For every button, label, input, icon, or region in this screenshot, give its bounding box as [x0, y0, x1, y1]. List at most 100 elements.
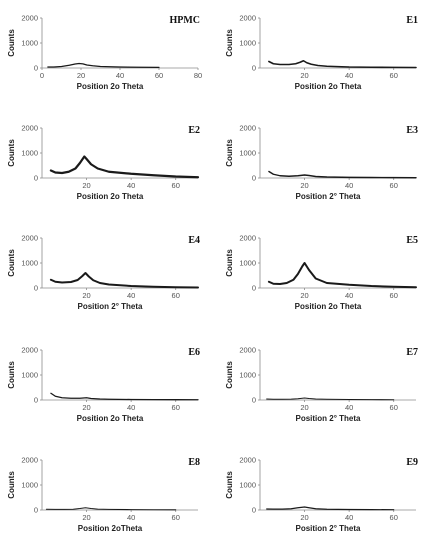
panel-title: E1: [406, 15, 418, 26]
y-tick-label: 2000: [21, 234, 38, 243]
y-tick-label: 0: [252, 174, 256, 183]
y-tick-label: 1000: [21, 39, 38, 48]
chart-panel-hpmc: 0 1000 2000 0 20 40 60 80 Counts Position 2o Thet…: [0, 8, 210, 118]
x-tick-label: 20: [300, 181, 308, 190]
x-axis-title: Position 2° Theta: [78, 302, 144, 311]
chart-panel-e7: 0 1000 2000 20 40 60 Counts Position 2° Theta E7: [218, 340, 428, 450]
y-axis-title: Counts: [225, 471, 234, 499]
x-tick-label: 40: [127, 513, 135, 522]
x-tick-label: 0: [40, 71, 44, 80]
x-tick-label: 60: [172, 513, 180, 522]
x-tick-label: 60: [390, 181, 398, 190]
x-axis-title: Position 2o Theta: [295, 82, 362, 91]
x-tick-label: 20: [82, 291, 90, 300]
x-tick-label: 60: [390, 513, 398, 522]
y-tick-label: 0: [34, 284, 38, 293]
x-tick-label: 60: [390, 71, 398, 80]
diffraction-pattern-line: [50, 392, 199, 401]
chart-svg: 0 1000 2000 20 40 60 Counts Position 2° Theta E3: [225, 124, 418, 201]
x-axis-title: Position 2o Theta: [295, 302, 362, 311]
y-tick-label: 2000: [239, 14, 256, 23]
panel-title: E2: [188, 125, 200, 136]
diffraction-pattern-line: [45, 507, 177, 511]
panel-title: E6: [188, 347, 200, 358]
y-tick-label: 0: [252, 396, 256, 405]
y-tick-label: 1000: [239, 259, 256, 268]
y-tick-label: 1000: [21, 149, 38, 158]
panel-title: E9: [406, 457, 418, 468]
x-axis-title: Position 2° Theta: [296, 524, 362, 533]
chart-svg: 0 1000 2000 20 40 60 Counts Position 2° Theta E9: [225, 456, 418, 533]
chart-panel-e1: 0 1000 2000 20 40 60 Counts Position 2o Theta E1: [218, 8, 428, 118]
y-tick-label: 2000: [239, 124, 256, 133]
x-tick-label: 40: [345, 403, 353, 412]
x-tick-label: 20: [300, 513, 308, 522]
x-tick-label: 40: [116, 71, 124, 80]
y-tick-label: 1000: [239, 149, 256, 158]
y-tick-label: 1000: [239, 39, 256, 48]
y-tick-label: 2000: [21, 124, 38, 133]
y-tick-label: 1000: [239, 371, 256, 380]
chart-panel-e6: 0 1000 2000 20 40 60 Counts Position 2o Theta E6: [0, 340, 210, 450]
panel-title: HPMC: [169, 15, 200, 26]
diffraction-pattern-line: [47, 62, 160, 68]
y-axis-title: Counts: [225, 249, 234, 277]
y-axis-title: Counts: [225, 29, 234, 57]
y-axis-title: Counts: [225, 139, 234, 167]
x-tick-label: 60: [390, 403, 398, 412]
diffraction-pattern-line: [266, 506, 395, 511]
chart-panel-e8: 0 1000 2000 20 40 60 Counts Position 2oTheta E8: [0, 450, 210, 560]
y-axis-title: Counts: [7, 29, 16, 57]
x-tick-label: 20: [300, 291, 308, 300]
x-tick-label: 20: [300, 71, 308, 80]
x-tick-label: 80: [194, 71, 202, 80]
x-axis-title: Position 2° Theta: [296, 414, 362, 423]
y-tick-label: 0: [252, 64, 256, 73]
y-tick-label: 2000: [21, 456, 38, 465]
y-tick-label: 2000: [21, 346, 38, 355]
x-tick-label: 40: [127, 291, 135, 300]
y-tick-label: 2000: [239, 346, 256, 355]
x-tick-label: 40: [345, 71, 353, 80]
y-tick-label: 0: [34, 506, 38, 515]
y-axis-title: Counts: [7, 471, 16, 499]
x-tick-label: 20: [300, 403, 308, 412]
x-tick-label: 20: [82, 513, 90, 522]
chart-svg: 0 1000 2000 20 40 60 Counts Position 2o Theta E2: [7, 124, 200, 201]
panel-title: E5: [406, 235, 418, 246]
y-axis-title: Counts: [7, 249, 16, 277]
y-tick-label: 2000: [21, 14, 38, 23]
x-tick-label: 40: [345, 291, 353, 300]
diffraction-pattern-line: [267, 262, 417, 289]
chart-svg: 0 1000 2000 20 40 60 Counts Position 2° Theta E7: [225, 346, 418, 423]
x-tick-label: 60: [172, 181, 180, 190]
y-tick-label: 0: [252, 284, 256, 293]
y-tick-label: 1000: [21, 371, 38, 380]
panel-title: E7: [406, 347, 418, 358]
chart-svg: 0 1000 2000 20 40 60 Counts Position 2o Theta E6: [7, 346, 200, 423]
diffraction-pattern-line: [268, 170, 417, 179]
diffraction-pattern-line: [268, 59, 417, 69]
y-tick-label: 0: [34, 174, 38, 183]
x-tick-label: 40: [127, 181, 135, 190]
y-tick-label: 2000: [239, 234, 256, 243]
chart-svg: 0 1000 2000 20 40 60 Counts Position 2o Theta E5: [225, 234, 418, 311]
x-tick-label: 20: [77, 71, 85, 80]
x-tick-label: 60: [172, 291, 180, 300]
chart-panel-e2: 0 1000 2000 20 40 60 Counts Position 2o Theta E2: [0, 118, 210, 228]
x-axis-title: Position 2o Theta: [77, 414, 144, 423]
chart-svg: 0 1000 2000 20 40 60 Counts Position 2oTheta E8: [7, 456, 200, 533]
y-axis-title: Counts: [7, 139, 16, 167]
x-axis-title: Position 2o Theta: [77, 192, 144, 201]
panel-title: E4: [188, 235, 200, 246]
diffraction-pattern-line: [49, 272, 199, 289]
y-tick-label: 1000: [21, 481, 38, 490]
y-tick-label: 0: [34, 64, 38, 73]
x-axis-title: Position 2° Theta: [296, 192, 362, 201]
x-tick-label: 20: [82, 181, 90, 190]
x-tick-label: 40: [345, 513, 353, 522]
x-tick-label: 60: [155, 71, 163, 80]
chart-svg: 0 1000 2000 20 40 60 Counts Position 2° Theta E4: [7, 234, 200, 311]
x-tick-label: 20: [82, 403, 90, 412]
